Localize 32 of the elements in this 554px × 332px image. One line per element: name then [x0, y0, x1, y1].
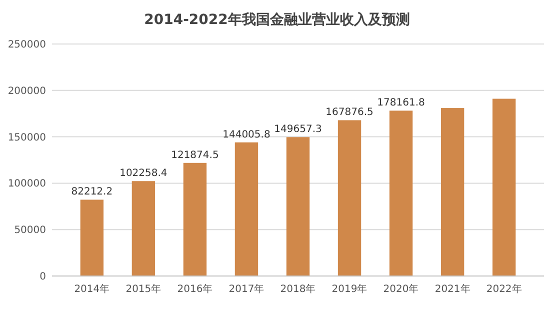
data-label: 167876.5: [326, 107, 374, 118]
x-tick-label: 2019年: [332, 283, 368, 295]
y-tick-label: 50000: [14, 225, 46, 236]
y-tick-label: 0: [40, 272, 46, 282]
data-label: 82212.2: [71, 186, 113, 198]
data-label: 178161.8: [377, 98, 425, 109]
bar: [132, 181, 156, 276]
bar: [389, 110, 413, 276]
data-label: 149657.3: [274, 124, 322, 136]
data-label: 144005.8: [222, 129, 270, 140]
bar: [338, 120, 362, 276]
y-tick-label: 200000: [8, 86, 46, 97]
bar: [286, 137, 310, 276]
x-tick-label: 2022年: [486, 283, 522, 295]
y-tick-label: 100000: [8, 178, 46, 190]
x-tick-label: 2020年: [383, 283, 419, 295]
y-tick-label: 250000: [8, 40, 46, 50]
bar: [440, 108, 464, 276]
x-tick-label: 2017年: [228, 283, 264, 295]
x-tick-label: 2014年: [74, 283, 110, 295]
y-tick-label: 150000: [8, 132, 46, 144]
bar: [234, 142, 258, 276]
x-tick-label: 2015年: [126, 283, 162, 295]
x-tick-label: 2018年: [280, 283, 316, 295]
bar: [492, 98, 516, 276]
bar: [80, 200, 104, 276]
x-tick-label: 2021年: [434, 283, 470, 295]
x-tick-label: 2016年: [177, 283, 213, 295]
data-label: 121874.5: [171, 150, 219, 161]
data-label: 102258.4: [120, 168, 168, 180]
chart-title: 2014-2022年我国金融业营业收入及预测: [144, 12, 410, 28]
bar: [183, 162, 207, 276]
